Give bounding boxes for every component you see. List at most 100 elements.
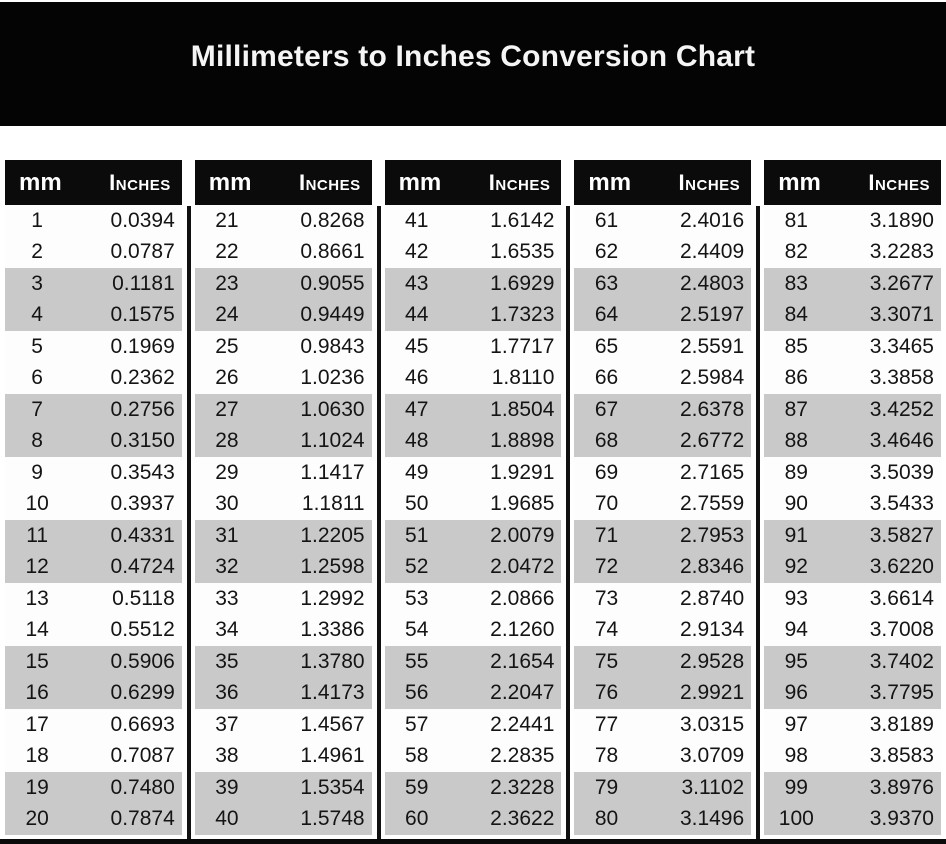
table-row: 48 1.8898 (384, 425, 562, 457)
row-mm-value: 61 (594, 208, 619, 232)
row-inches-value: 0.4331 (110, 523, 175, 547)
row-inches-value: 1.6142 (490, 208, 555, 232)
table-row: 3 0.1181 (5, 268, 182, 300)
table-row: 93 3.6614 (764, 583, 941, 615)
row-mm-value: 37 (215, 712, 239, 736)
table-row: 96 3.7795 (764, 677, 941, 709)
row-mm-value: 35 (215, 649, 239, 673)
column-block-1: mm Inches 1 0.0394 2 0.0787 3 0.1181 4 0.1575 5 0.1… (5, 160, 191, 839)
row-mm-value: 27 (215, 397, 239, 421)
row-mm-value: 46 (405, 366, 429, 390)
row-inches-value: 2.1260 (490, 618, 555, 642)
table-row: 21 0.8268 (194, 205, 372, 237)
row-inches-value: 2.7165 (679, 460, 745, 484)
header-mm-label: mm (208, 168, 252, 196)
row-inches-value: 0.4724 (110, 555, 175, 579)
row-mm-value: 98 (784, 744, 808, 768)
row-mm-value: 17 (25, 712, 49, 736)
row-inches-value: 3.8189 (869, 712, 934, 736)
table-row: 33 1.2992 (194, 583, 372, 615)
row-inches-value: 3.0315 (679, 712, 745, 736)
row-inches-value: 1.0630 (300, 397, 365, 421)
row-inches-value: 0.3150 (110, 429, 175, 453)
row-inches-value: 2.9528 (679, 649, 745, 673)
table-row: 39 1.5354 (194, 772, 372, 804)
table-row: 61 2.4016 (574, 205, 752, 237)
row-mm-value: 24 (215, 303, 239, 327)
table-row: 22 0.8661 (194, 236, 372, 268)
row-mm-value: 14 (25, 618, 49, 642)
table-row: 51 2.0079 (384, 520, 562, 552)
table-row: 4 0.1575 (5, 299, 182, 331)
table-row: 85 3.3465 (764, 331, 941, 363)
row-inches-value: 3.6614 (869, 586, 934, 610)
table-row: 55 2.1654 (384, 646, 562, 678)
row-mm-value: 7 (31, 397, 43, 421)
row-mm-value: 30 (215, 492, 239, 516)
row-mm-value: 59 (405, 775, 429, 799)
row-inches-value: 0.8268 (300, 208, 365, 232)
row-mm-value: 91 (784, 523, 808, 547)
row-mm-value: 4 (31, 303, 43, 327)
row-inches-value: 0.3937 (110, 492, 175, 516)
row-inches-value: 2.8346 (679, 555, 745, 579)
row-inches-value: 3.2283 (869, 240, 934, 264)
row-inches-value: 0.1181 (112, 271, 175, 295)
row-mm-value: 15 (25, 649, 49, 673)
table-row: 47 1.8504 (384, 394, 562, 426)
table-row: 76 2.9921 (574, 677, 752, 709)
row-inches-value: 2.8740 (679, 586, 745, 610)
table-row: 17 0.6693 (5, 709, 182, 741)
row-mm-value: 89 (784, 460, 808, 484)
table-row: 60 2.3622 (384, 803, 562, 835)
row-inches-value: 1.3780 (300, 649, 365, 673)
table-row: 30 1.1811 (194, 488, 372, 520)
table-row: 29 1.1417 (194, 457, 372, 489)
row-mm-value: 93 (784, 586, 808, 610)
row-inches-value: 1.2992 (300, 586, 365, 610)
header-inches-label: Inches (488, 169, 551, 195)
row-inches-value: 1.6535 (490, 240, 555, 264)
row-mm-value: 72 (594, 555, 619, 579)
row-mm-value: 39 (215, 775, 239, 799)
row-inches-value: 3.3465 (869, 334, 934, 358)
table-row: 10 0.3937 (5, 488, 182, 520)
table-row: 86 3.3858 (764, 362, 941, 394)
row-mm-value: 99 (784, 775, 808, 799)
table-row: 38 1.4961 (194, 740, 372, 772)
row-mm-value: 41 (405, 208, 429, 232)
row-inches-value: 2.5197 (679, 303, 745, 327)
row-inches-value: 2.3622 (490, 807, 555, 831)
header-inches-label: Inches (678, 169, 741, 195)
table-row: 9 0.3543 (5, 457, 182, 489)
row-mm-value: 33 (215, 586, 239, 610)
row-inches-value: 0.1969 (110, 334, 175, 358)
row-inches-value: 3.0709 (679, 744, 745, 768)
row-inches-value: 2.5591 (679, 334, 745, 358)
table-row: 41 1.6142 (384, 205, 562, 237)
header-inches-label: Inches (868, 169, 930, 195)
column-header: mm Inches (574, 160, 752, 205)
row-inches-value: 1.1024 (300, 429, 365, 453)
table-row: 78 3.0709 (574, 740, 752, 772)
table-row: 80 3.1496 (574, 803, 752, 835)
row-mm-value: 44 (405, 303, 429, 327)
row-inches-value: 1.8110 (491, 366, 555, 390)
row-mm-value: 38 (215, 744, 239, 768)
row-mm-value: 74 (594, 618, 619, 642)
row-mm-value: 67 (594, 397, 619, 421)
table-row: 90 3.5433 (764, 488, 941, 520)
row-mm-value: 50 (405, 492, 429, 516)
column-header: mm Inches (764, 160, 941, 205)
row-mm-value: 49 (405, 460, 429, 484)
row-inches-value: 1.1417 (300, 460, 365, 484)
row-inches-value: 3.8583 (869, 744, 934, 768)
row-inches-value: 2.9134 (679, 618, 745, 642)
row-mm-value: 53 (405, 586, 429, 610)
row-inches-value: 2.0866 (490, 586, 555, 610)
row-mm-value: 13 (25, 586, 49, 610)
row-inches-value: 0.3543 (110, 460, 175, 484)
row-inches-value: 3.8976 (869, 775, 934, 799)
row-inches-value: 2.2441 (490, 712, 555, 736)
table-row: 49 1.9291 (384, 457, 562, 489)
